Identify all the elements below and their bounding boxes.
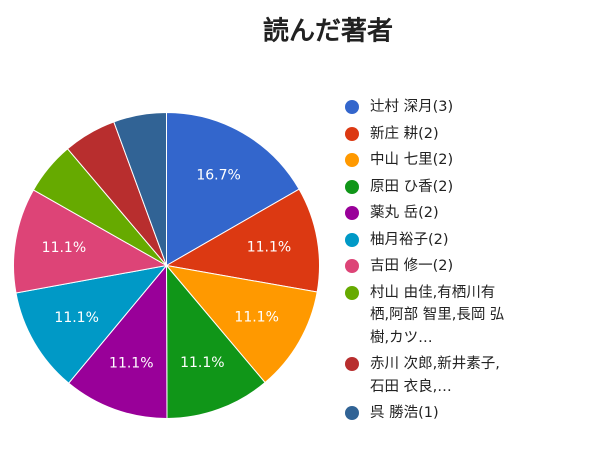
legend-item: 原田 ひ香(2) [345, 176, 510, 199]
pie-slice [67, 264, 168, 419]
legend-label: 原田 ひ香(2) [370, 178, 454, 195]
slice-label: 11.1% [42, 240, 86, 256]
legend-item: 辻村 深月(3) [345, 96, 510, 119]
legend-label: 赤川 次郎,新井素子,石田 衣良,… [370, 356, 500, 395]
slice-label: 11.1% [247, 239, 291, 255]
legend-label: 柚月裕子(2) [370, 231, 449, 248]
pie-slice [165, 264, 266, 420]
pie-slice [165, 188, 320, 293]
legend-marker [345, 285, 359, 300]
legend-marker [345, 259, 359, 273]
legend-label: 吉田 修一(2) [370, 258, 454, 274]
slice-label: 11.1% [54, 310, 98, 326]
legend-item: 柚月裕子(2) [345, 229, 510, 252]
legend-item: 赤川 次郎,新井素子,石田 衣良,… [345, 353, 510, 398]
pie-slice [13, 189, 168, 294]
legend-marker [345, 100, 359, 114]
chart-title: 読んだ著者 [263, 16, 393, 47]
legend-item: 薬丸 岳(2) [345, 202, 510, 225]
legend-item: 村山 由佳,有栖川有栖,阿部 智里,長岡 弘樹,カツ… [345, 282, 510, 350]
legend: 辻村 深月(3) 新庄 耕(2) 中山 七里(2) 原田 ひ香(2) 薬丸 岳(2) 柚月… [345, 96, 520, 429]
legend-label: 薬丸 岳(2) [370, 205, 439, 221]
pie-slice [166, 111, 300, 267]
slice-label: 11.1% [180, 355, 224, 371]
pie-slice [113, 111, 167, 266]
legend-marker [345, 406, 359, 420]
pie-slice [165, 264, 318, 384]
legend-marker [345, 153, 359, 167]
legend-label: 村山 由佳,有栖川有栖,阿部 智里,長岡 弘樹,カツ… [370, 284, 505, 346]
slice-label: 11.1% [109, 355, 153, 371]
legend-item: 呉 勝浩(1) [345, 402, 510, 425]
legend-item: 中山 七里(2) [345, 149, 510, 172]
legend-marker [345, 232, 359, 247]
legend-marker [345, 126, 359, 141]
slice-label: 11.1% [234, 309, 278, 325]
legend-marker [345, 179, 359, 194]
legend-item: 吉田 修一(2) [345, 255, 510, 278]
legend-marker [345, 206, 359, 220]
pie-slice [15, 264, 168, 384]
legend-label: 辻村 深月(3) [370, 99, 454, 115]
legend-label: 新庄 耕(2) [370, 125, 439, 142]
slice-label: 16.7% [196, 167, 240, 183]
legend-marker [345, 357, 359, 371]
legend-item: 新庄 耕(2) [345, 123, 510, 146]
legend-label: 呉 勝浩(1) [370, 405, 439, 421]
legend-label: 中山 七里(2) [370, 152, 454, 168]
